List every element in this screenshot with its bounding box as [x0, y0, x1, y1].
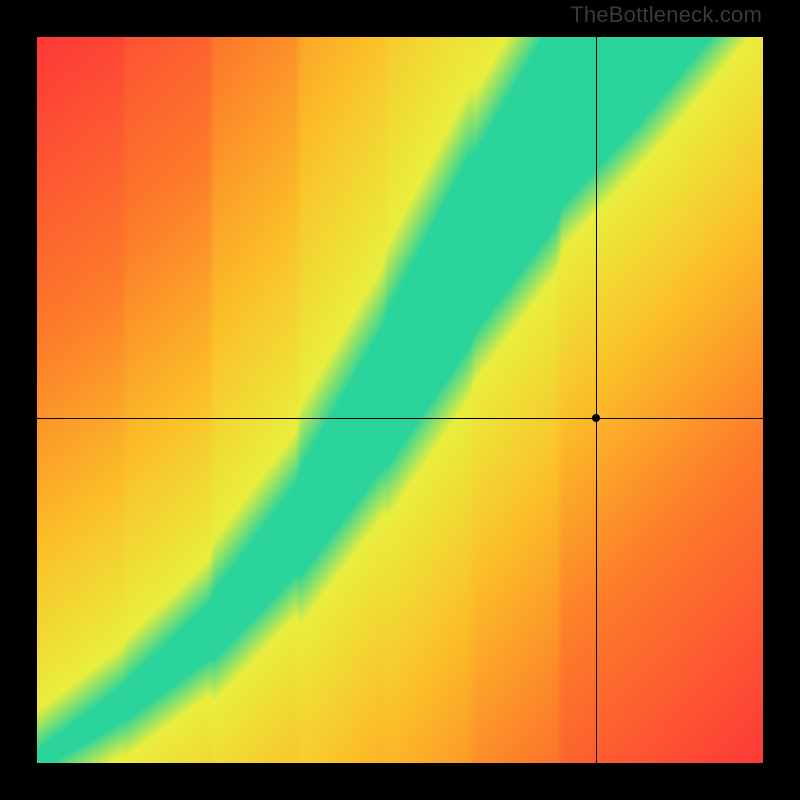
chart-frame: TheBottleneck.com [0, 0, 800, 800]
watermark-text: TheBottleneck.com [570, 2, 762, 28]
crosshair-vertical [596, 37, 597, 763]
crosshair-horizontal [37, 418, 763, 419]
crosshair-marker [592, 414, 600, 422]
plot-area [37, 37, 763, 763]
heatmap-canvas [37, 37, 763, 763]
